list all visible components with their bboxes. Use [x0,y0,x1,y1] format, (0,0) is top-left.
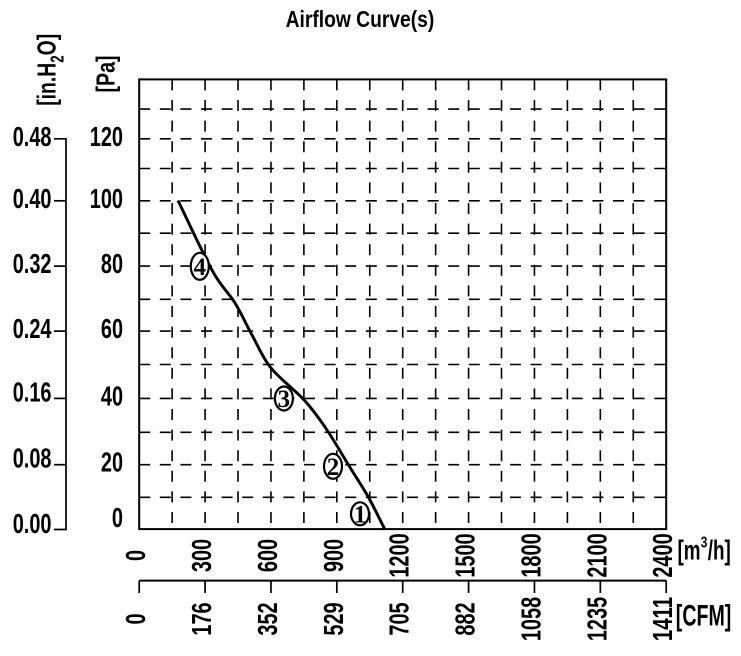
svg-text:1800: 1800 [516,533,547,577]
svg-text:[in.H2O]: [in.H2O] [32,34,68,106]
svg-text:1: 1 [354,501,367,528]
svg-text:0.24: 0.24 [13,313,52,344]
svg-text:1235: 1235 [581,597,612,641]
svg-text:3: 3 [701,535,708,552]
svg-text:120: 120 [90,121,123,152]
svg-text:[m: [m [678,535,701,566]
svg-text:176: 176 [186,602,217,635]
svg-text:2400: 2400 [647,533,678,577]
svg-text:1200: 1200 [384,533,415,577]
svg-text:80: 80 [101,248,123,279]
svg-text:600: 600 [252,539,283,572]
svg-text:100: 100 [90,183,123,214]
svg-text:705: 705 [384,602,415,635]
svg-text:0.40: 0.40 [13,183,52,214]
svg-text:882: 882 [450,602,481,635]
svg-text:60: 60 [101,313,123,344]
svg-text:0.00: 0.00 [13,508,52,539]
svg-text:0: 0 [120,613,151,624]
svg-text:0.16: 0.16 [13,376,52,407]
svg-text:1500: 1500 [450,533,481,577]
svg-text:0.32: 0.32 [13,248,52,279]
svg-text:529: 529 [318,602,349,635]
svg-text:2100: 2100 [581,533,612,577]
svg-text:1058: 1058 [516,597,547,641]
svg-text:0: 0 [120,550,151,561]
svg-text:20: 20 [101,447,123,478]
svg-text:Airflow Curve(s): Airflow Curve(s) [286,6,435,32]
svg-text:300: 300 [186,539,217,572]
svg-text:0.08: 0.08 [13,443,52,474]
svg-text:40: 40 [101,380,123,411]
svg-text:0.48: 0.48 [13,121,52,152]
svg-text:4: 4 [194,254,207,281]
svg-text:[CFM]: [CFM] [676,600,732,633]
svg-text:/h]: /h] [708,535,731,566]
svg-text:352: 352 [252,602,283,635]
svg-text:3: 3 [278,386,291,413]
svg-text:2: 2 [327,454,340,481]
svg-text:900: 900 [318,539,349,572]
svg-text:0: 0 [112,502,123,533]
svg-text:[Pa]: [Pa] [90,56,120,93]
svg-text:1411: 1411 [647,597,678,641]
